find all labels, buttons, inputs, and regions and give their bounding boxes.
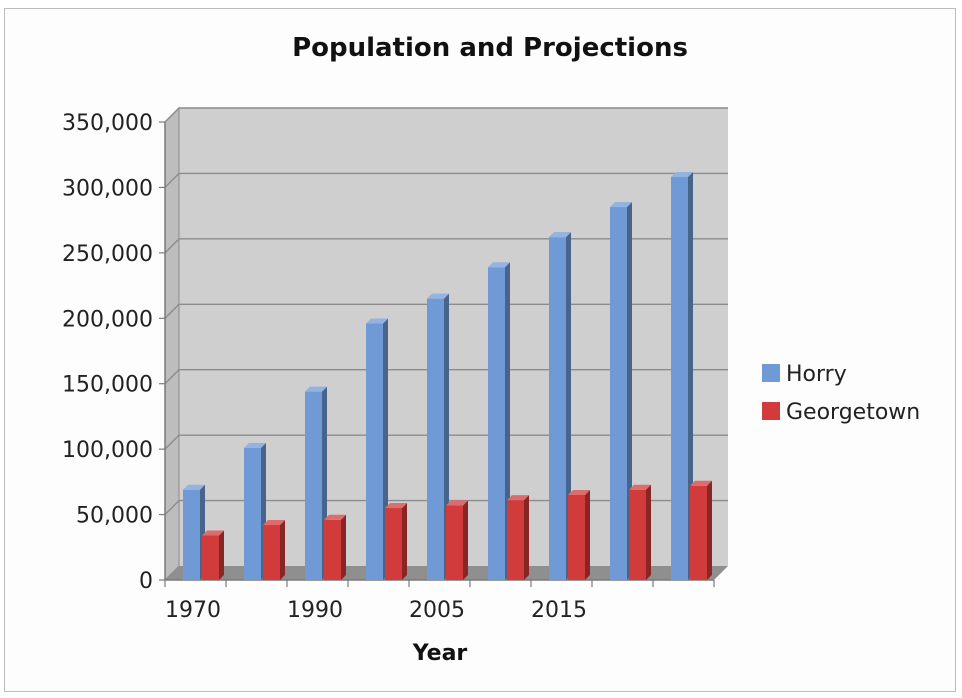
bar-horry-2025 [671, 176, 688, 580]
gridline [164, 238, 728, 254]
bar-top-georgetown-2025 [690, 480, 712, 486]
bar-georgetown-1980 [263, 525, 280, 580]
bar-georgetown-2015 [568, 494, 585, 580]
bar-side-horry-2015 [566, 232, 571, 580]
bar-horry-2005 [427, 298, 444, 580]
bar-horry-1970 [183, 489, 200, 580]
y-tick-label: 350,000 [62, 111, 153, 136]
legend-label-horry: Horry [786, 362, 847, 387]
bar-top-horry-1980 [244, 442, 266, 448]
plot-side-wall [164, 106, 180, 582]
bar-top-horry-2020 [610, 202, 632, 208]
x-tick-label-2005: 2005 [409, 598, 465, 623]
bar-top-horry-2000 [366, 318, 388, 324]
bar-horry-2020 [610, 207, 627, 581]
legend: Horry Georgetown [762, 362, 920, 425]
bar-top-georgetown-1990 [324, 514, 346, 520]
legend-label-georgetown: Georgetown [786, 400, 920, 425]
bar-georgetown-2010 [507, 500, 524, 580]
bar-horry-2015 [549, 237, 566, 580]
chart-title: Population and Projections [292, 33, 688, 63]
bar-top-horry-1990 [305, 386, 327, 392]
legend-swatch-horry [762, 364, 780, 382]
x-tick-label-2015: 2015 [531, 598, 587, 623]
bar-top-georgetown-1980 [263, 520, 285, 526]
y-axis-ticks: 0 50,000 100,000 150,000 200,000 250,000 300,0… [62, 111, 165, 594]
bar-side-georgetown-2025 [707, 480, 712, 580]
bar-top-horry-2010 [488, 262, 510, 268]
bar-horry-2000 [366, 323, 383, 580]
bar-side-georgetown-1970 [219, 530, 224, 580]
bar-horry-1980 [244, 447, 261, 580]
bar-top-georgetown-2010 [507, 495, 529, 501]
x-axis-title: Year [412, 641, 468, 666]
bar-top-horry-2005 [427, 293, 449, 299]
gridline [164, 172, 728, 188]
y-tick-label: 0 [139, 569, 153, 594]
y-tick-label: 100,000 [62, 438, 153, 463]
bar-side-georgetown-2005 [463, 500, 468, 580]
y-tick-label: 300,000 [62, 176, 153, 201]
bar-georgetown-2020 [629, 489, 646, 580]
bar-side-georgetown-1980 [280, 520, 285, 580]
bar-top-georgetown-2000 [385, 503, 407, 509]
legend-swatch-georgetown [762, 402, 780, 420]
bars [183, 171, 712, 581]
bar-side-georgetown-2020 [646, 484, 651, 580]
bar-georgetown-1970 [202, 535, 219, 580]
bar-side-georgetown-1990 [341, 514, 346, 580]
bar-top-georgetown-2015 [568, 489, 590, 495]
bar-top-horry-2025 [671, 171, 693, 177]
bar-side-georgetown-2015 [585, 489, 590, 580]
y-tick-label: 200,000 [62, 307, 153, 332]
bar-side-horry-2020 [627, 202, 632, 581]
bar-side-georgetown-2010 [524, 495, 529, 580]
y-tick-label: 250,000 [62, 242, 153, 267]
bar-top-georgetown-2020 [629, 484, 651, 490]
gridline [164, 107, 728, 123]
y-tick-label: 50,000 [76, 504, 153, 529]
gridline [164, 369, 728, 385]
gridline [164, 303, 728, 319]
bar-georgetown-2005 [446, 505, 463, 580]
bar-top-horry-2015 [549, 232, 571, 238]
bar-side-horry-2025 [688, 171, 693, 580]
bar-side-georgetown-2000 [402, 503, 407, 580]
bar-top-georgetown-2005 [446, 500, 468, 506]
bar-top-georgetown-1970 [202, 530, 224, 536]
bar-georgetown-2025 [690, 485, 707, 580]
gridline [164, 499, 728, 516]
bar-horry-2010 [488, 267, 505, 580]
bar-georgetown-2000 [385, 508, 402, 580]
bar-horry-1990 [305, 391, 322, 580]
x-tick-label-1970: 1970 [165, 598, 221, 623]
x-axis-ticks: 1970 1990 2005 2015 [164, 580, 715, 623]
y-tick-label: 150,000 [62, 373, 153, 398]
x-tick-label-1990: 1990 [287, 598, 343, 623]
bar-top-horry-1970 [183, 484, 205, 490]
bar-georgetown-1990 [324, 519, 341, 580]
gridline [164, 434, 728, 450]
